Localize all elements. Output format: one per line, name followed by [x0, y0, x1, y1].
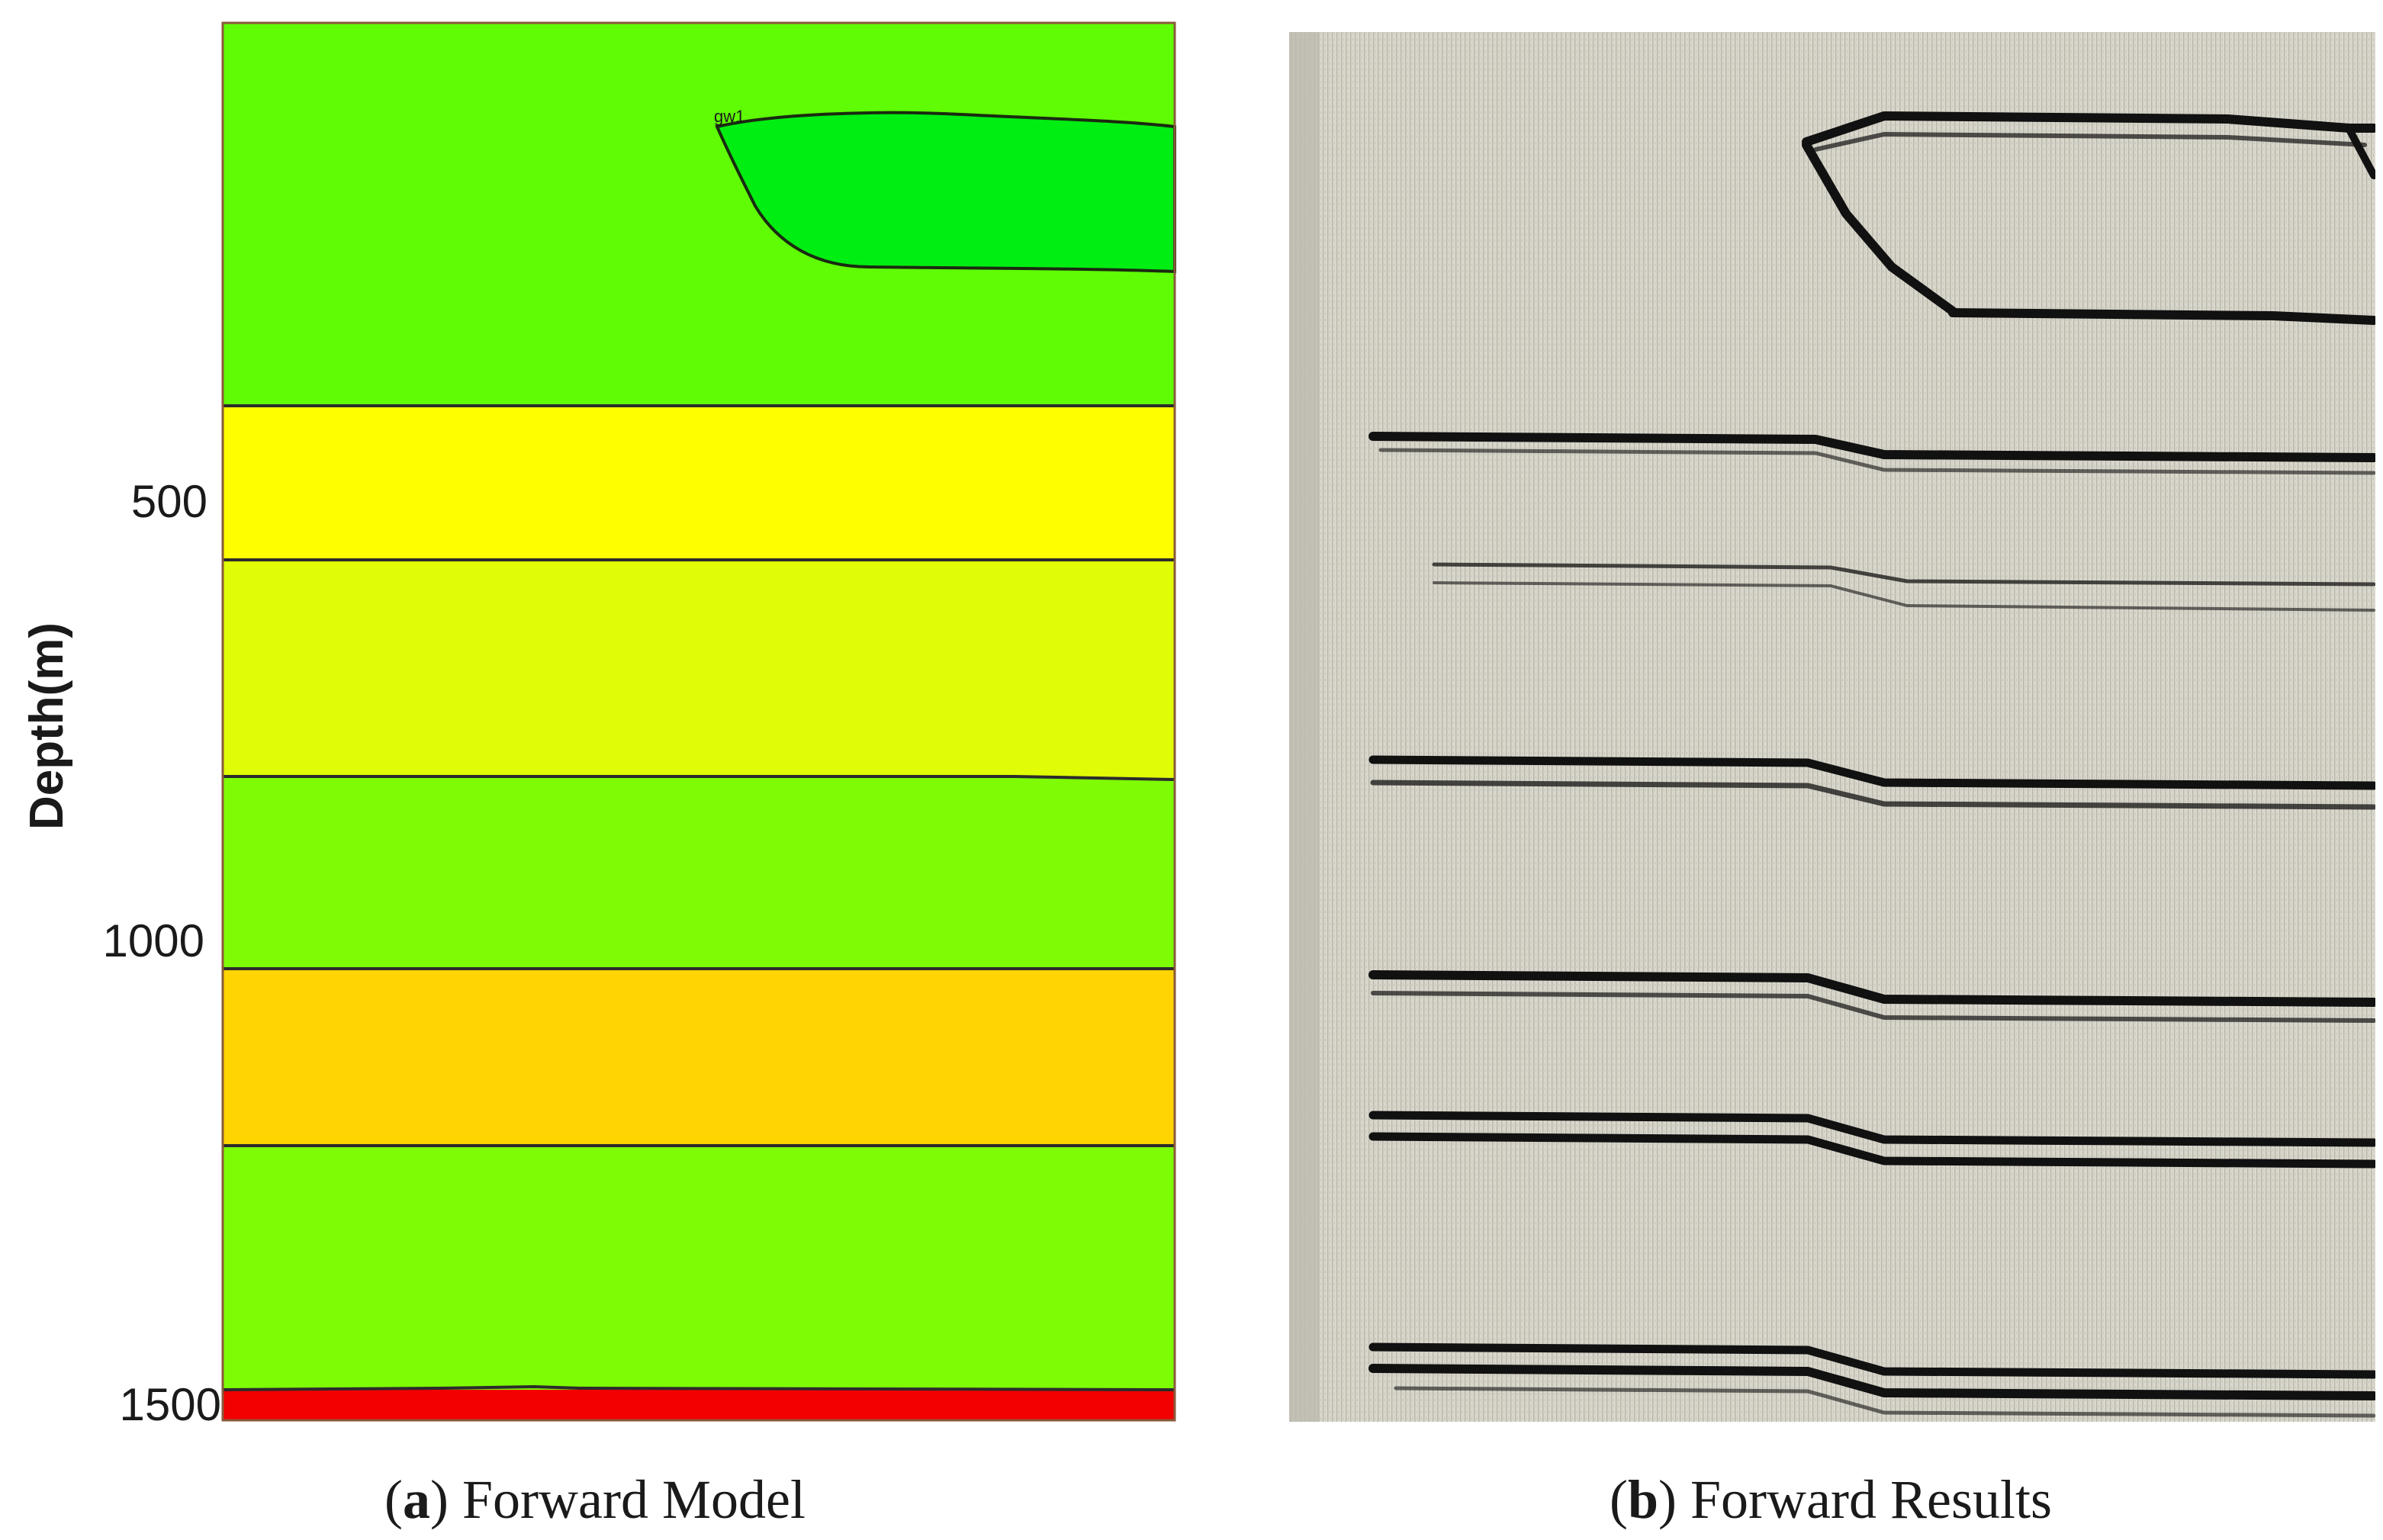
- boundary-3: [223, 775, 1175, 781]
- seismic-reflectors: [1368, 111, 2375, 1418]
- reflector-3a: [1368, 755, 2375, 790]
- lens-reflection-base: [1948, 308, 2375, 325]
- reflector-1a: [1368, 432, 2375, 462]
- model-layer-5: [223, 969, 1175, 1146]
- reflector-6a: [1368, 1342, 2375, 1379]
- seismic-left-noise-band: [1289, 32, 1320, 1422]
- caption-a-letter: a: [403, 1469, 430, 1530]
- boundary-6: [222, 1384, 1175, 1391]
- model-layer-3: [223, 560, 1175, 778]
- forward-model-panel: gw1 Depth(m) 500 1000 1500: [21, 21, 1176, 1430]
- lens-reflection-right: [2346, 126, 2375, 179]
- caption-b-open: (: [1610, 1469, 1628, 1530]
- reflector-6b: [1368, 1364, 2375, 1400]
- reflector-4b: [1371, 991, 2375, 1023]
- depth-tick-1000: 1000: [103, 915, 204, 966]
- caption-a: (a) Forward Model: [384, 1469, 806, 1530]
- depth-tick-1500: 1500: [120, 1379, 221, 1430]
- reflector-5a: [1368, 1111, 2375, 1147]
- reflector-2a: [1432, 562, 2375, 587]
- lens-reflection-top-2: [1813, 131, 2367, 152]
- caption-b-close: ): [1658, 1469, 1677, 1530]
- depth-tick-500: 500: [131, 476, 207, 527]
- y-axis-label: Depth(m): [21, 622, 73, 830]
- model-layer-6: [223, 1146, 1175, 1390]
- seismic-background: [1289, 32, 2375, 1422]
- model-frame: [221, 21, 1176, 1422]
- reflector-3b: [1370, 780, 2375, 810]
- reflector-6c: [1394, 1386, 2375, 1418]
- reflector-1b: [1378, 448, 2375, 475]
- caption-a-close: ): [430, 1469, 449, 1530]
- model-layer-7: [223, 1390, 1175, 1420]
- caption-b: (b) Forward Results: [1610, 1469, 2052, 1530]
- lens-reflection-flank: [1802, 140, 1957, 316]
- caption-b-letter: b: [1628, 1469, 1658, 1530]
- caption-a-open: (: [384, 1469, 403, 1530]
- model-layer-2: [223, 406, 1175, 560]
- caption-a-text: Forward Model: [449, 1469, 806, 1530]
- forward-results-panel: [1289, 32, 2375, 1422]
- caption-b-text: Forward Results: [1677, 1469, 2052, 1530]
- well-label: gw1: [714, 107, 744, 126]
- lens-reflection-top: [1802, 111, 2375, 146]
- gas-lens-body: [715, 111, 1176, 274]
- layer-boundaries: [222, 404, 1175, 1391]
- model-layer-4: [223, 778, 1175, 969]
- reflector-2b: [1433, 581, 2375, 612]
- reflector-5b: [1368, 1132, 2375, 1169]
- reflector-4a: [1368, 970, 2375, 1007]
